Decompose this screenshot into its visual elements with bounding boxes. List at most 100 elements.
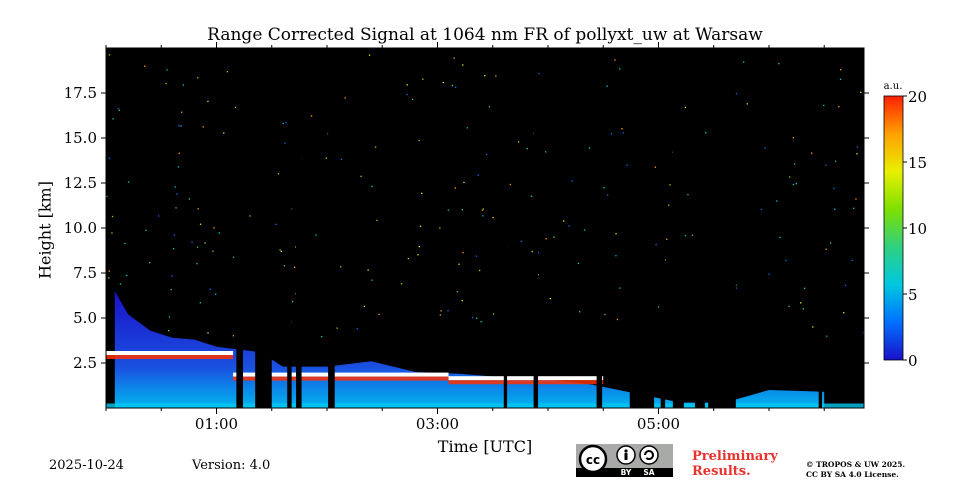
noise-pixel [834,208,836,210]
noise-pixel [492,216,494,219]
y-tick-label: 17.5 [64,84,97,102]
noise-pixel [461,300,463,302]
noise-pixel [840,69,842,71]
noise-pixel [178,152,180,154]
y-tick-label: 5.0 [73,309,97,327]
noise-pixel [577,262,580,264]
noise-pixel [292,300,294,303]
noise-pixel [606,85,608,87]
noise-pixel [181,111,183,113]
noise-pixel [537,251,539,254]
noise-pixel [691,234,694,236]
noise-pixel [800,302,802,304]
noise-pixel [126,274,128,277]
noise-pixel [172,248,175,250]
noise-pixel [462,251,464,254]
noise-pixel [545,151,547,153]
colorbar-unit-label: a.u. [884,81,903,92]
cloud-layer-base [106,355,234,359]
noise-pixel [119,283,122,285]
noise-pixel [108,54,111,56]
no-data-gap [629,48,655,408]
plot-background [106,48,864,408]
noise-pixel [378,313,380,316]
noise-pixel [456,290,459,293]
noise-pixel [439,314,441,316]
noise-pixel [371,185,373,188]
noise-pixel [406,93,408,96]
noise-pixel [619,287,621,289]
noise-pixel [294,266,296,268]
noise-pixel [830,242,832,244]
noise-pixel [170,289,172,291]
noise-pixel [178,124,180,127]
no-data-gap [328,48,335,408]
noise-pixel [458,263,460,265]
noise-pixel [197,208,199,210]
noise-pixel [171,275,173,277]
noise-pixel [451,84,454,87]
noise-pixel [176,193,178,195]
noise-pixel [795,183,797,185]
noise-pixel [862,331,864,334]
noise-pixel [531,250,533,253]
colorbar-tick-label: 10 [908,220,927,238]
noise-pixel [144,65,146,67]
noise-pixel [472,316,474,319]
noise-pixel [442,81,444,84]
noise-pixel [833,187,835,190]
no-data-gap [296,48,302,408]
noise-pixel [454,187,456,189]
noise-pixel [826,335,828,337]
noise-pixel [654,166,656,168]
noise-pixel [687,194,689,196]
copyright-line-2: CC BY SA 4.0 License. [806,470,899,479]
noise-pixel [213,227,215,229]
noise-pixel [792,183,795,186]
no-data-gap [503,48,508,408]
sa-label: SA [643,468,654,477]
noise-pixel [794,163,796,165]
noise-pixel [177,166,180,168]
noise-pixel [789,176,791,178]
noise-pixel [275,223,277,225]
noise-pixel [196,246,199,248]
preliminary-line-2: Results. [692,464,751,479]
noise-pixel [461,209,463,211]
y-tick-label: 12.5 [64,174,97,192]
noise-pixel [175,207,177,209]
noise-pixel [851,259,853,262]
noise-pixel [571,180,573,182]
noise-pixel [563,220,565,222]
noise-pixel [684,234,687,237]
noise-pixel [621,128,623,130]
noise-pixel [615,233,617,235]
noise-pixel [106,195,108,197]
colorbar-tick-label: 20 [908,88,927,106]
cloud-layer [448,376,604,381]
chart-title: Range Corrected Signal at 1064 nm FR of … [207,25,763,45]
noise-pixel [735,284,737,286]
noise-pixel [453,57,455,59]
noise-pixel [315,234,317,236]
noise-pixel [603,187,605,189]
colorbar [883,95,904,361]
noise-pixel [802,308,804,310]
noise-pixel [279,249,281,251]
noise-pixel [856,146,859,148]
noise-pixel [684,106,686,109]
noise-pixel [165,82,167,85]
noise-pixel [657,306,660,308]
noise-pixel [743,61,745,63]
noise-pixel [124,242,126,245]
noise-pixel [174,186,176,188]
noise-pixel [336,327,338,329]
noise-pixel [223,132,225,134]
noise-pixel [509,183,511,186]
noise-pixel [168,316,171,318]
noise-pixel [844,284,847,287]
no-data-gap [708,48,736,408]
noise-pixel [127,181,130,183]
noise-pixel [616,318,619,321]
noise-pixel [356,328,358,330]
